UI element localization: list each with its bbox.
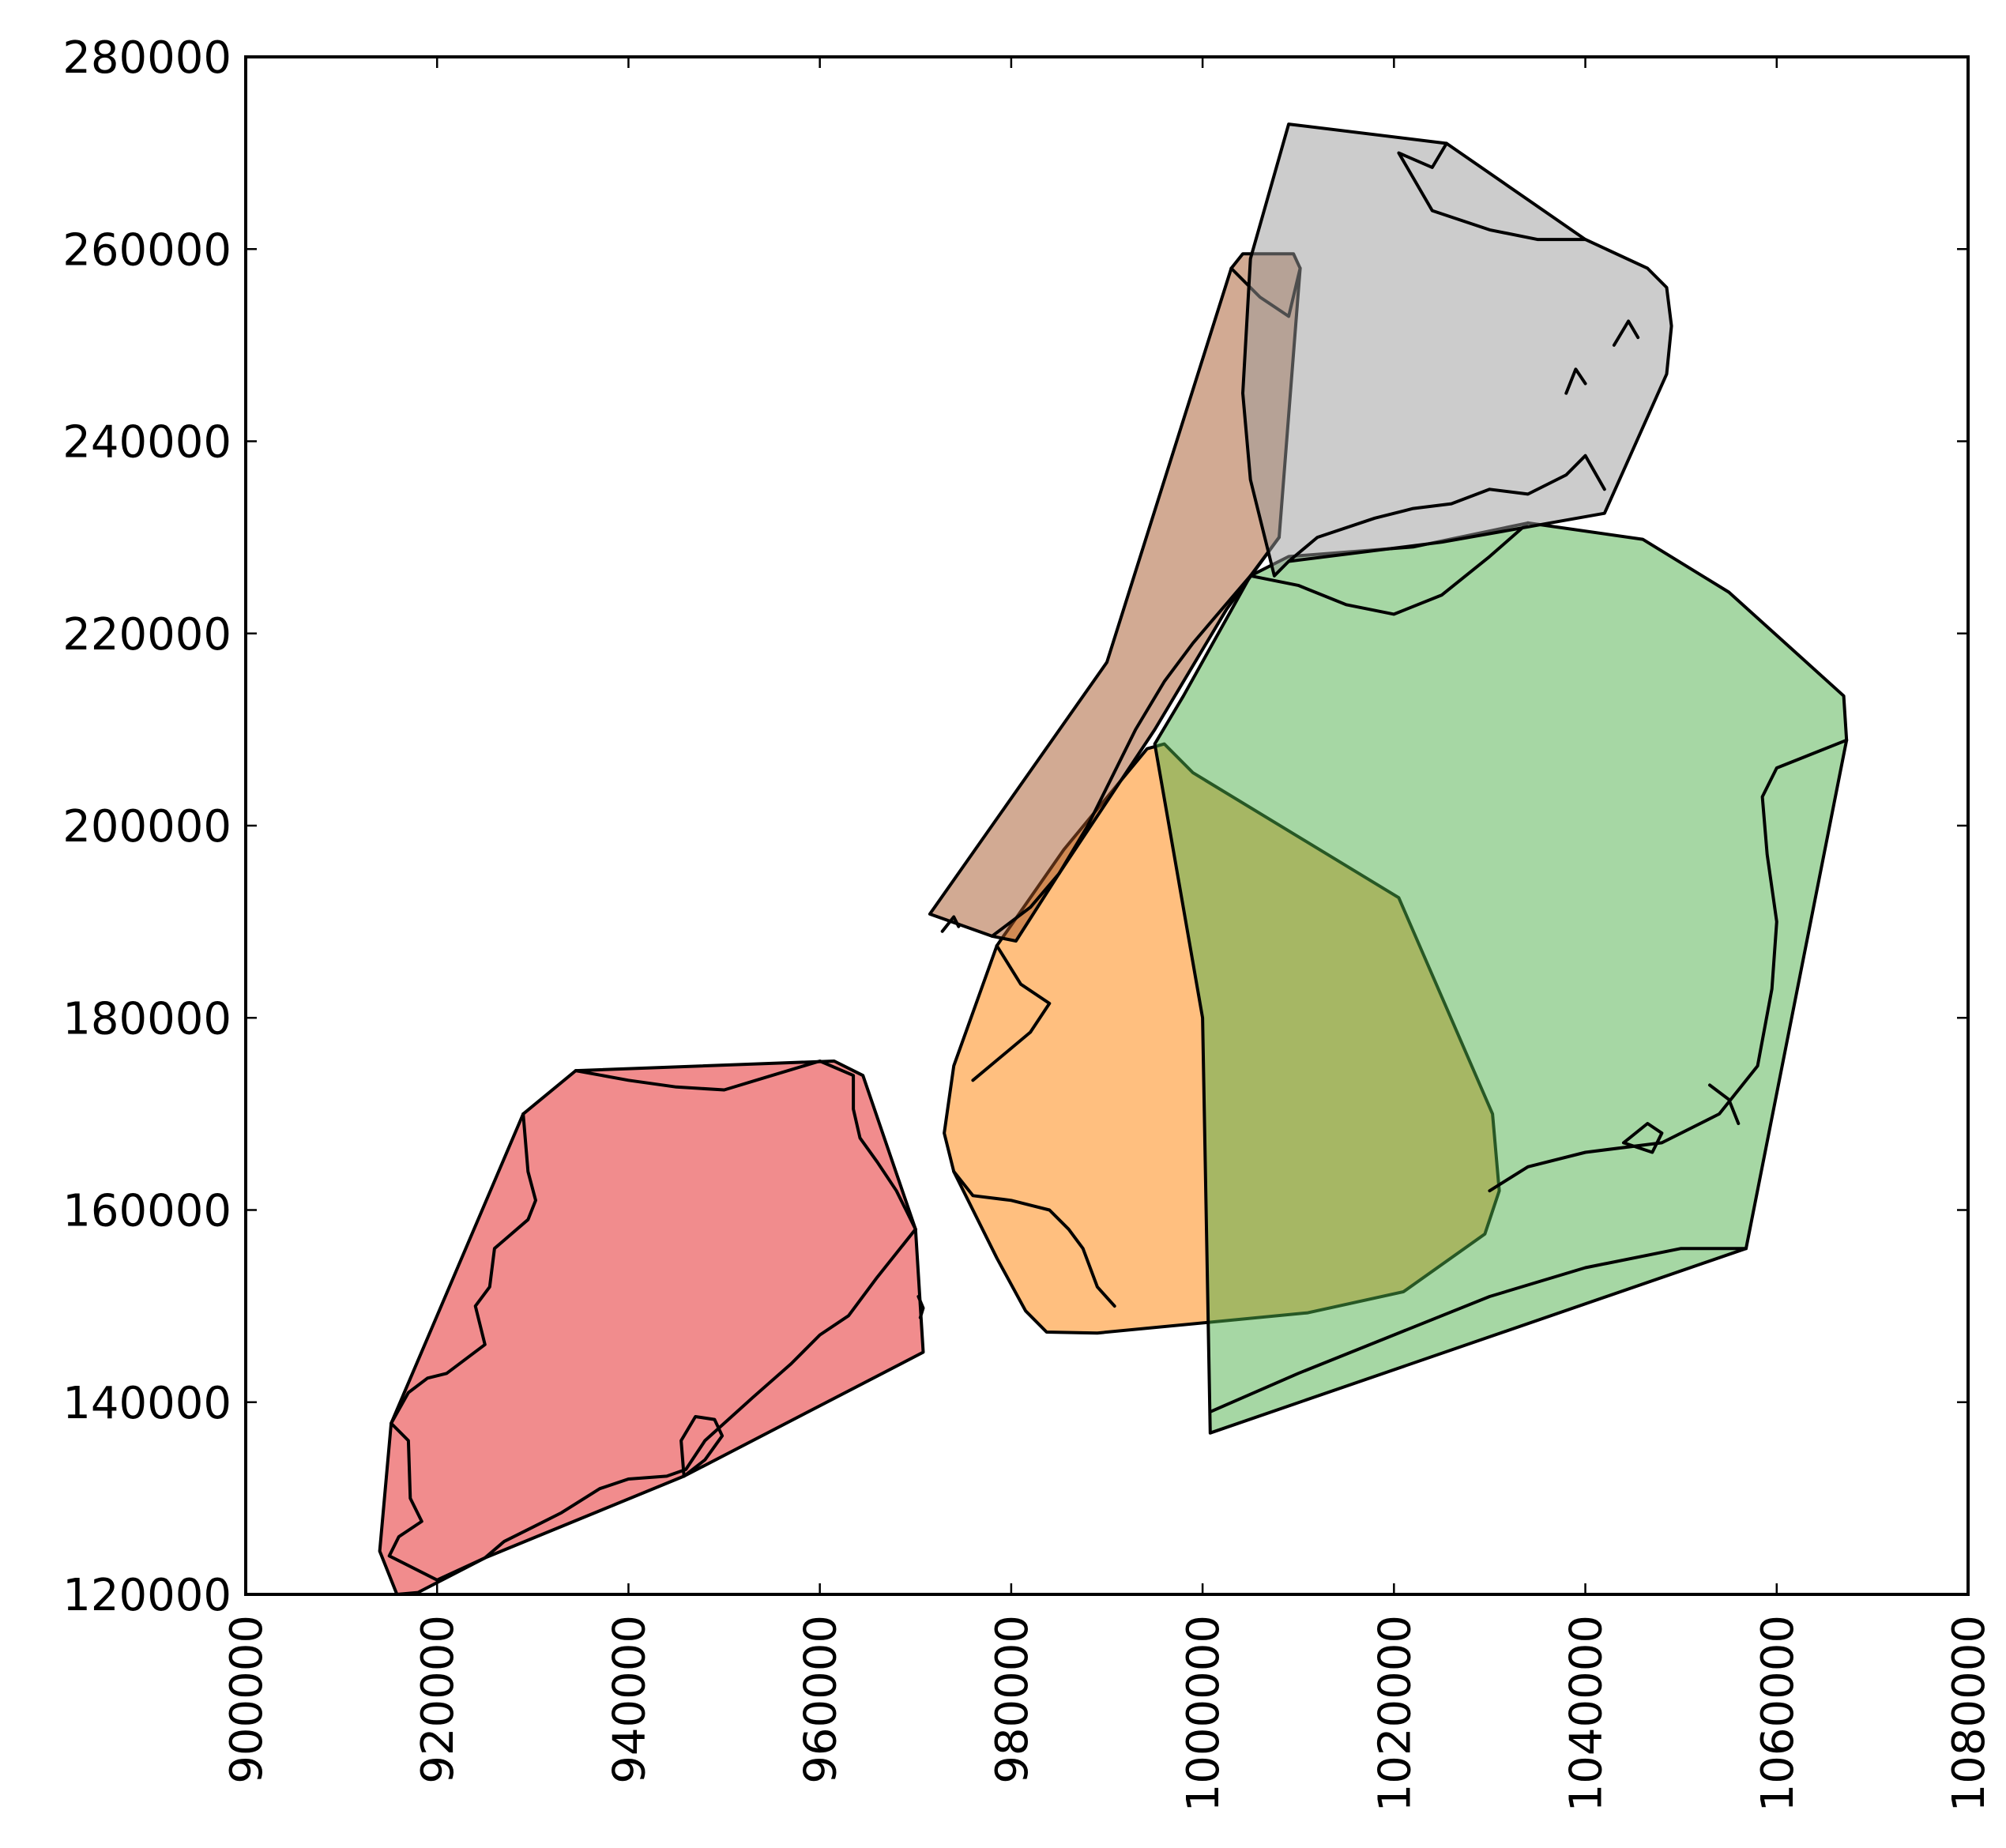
boundary2-line-red	[390, 1112, 537, 1425]
x-tick-label-9: 1080000	[1944, 1615, 1995, 1812]
y-tick-label-1: 140000	[62, 1378, 231, 1429]
x-tick-label-4: 980000	[987, 1615, 1038, 1784]
island-grey-0	[1564, 367, 1587, 395]
y-tick-label-5: 220000	[62, 609, 231, 661]
x-tick-label-6: 1020000	[1369, 1615, 1421, 1812]
island-brown-0	[940, 915, 961, 933]
y-tick-label-7: 260000	[62, 224, 231, 276]
y-tick-label-3: 180000	[62, 993, 231, 1044]
regions-layer	[378, 122, 1849, 1596]
boundary2-line-green	[1248, 521, 1530, 616]
boundary3-line-green	[1488, 738, 1849, 1193]
y-tick-label-0: 120000	[62, 1570, 231, 1621]
y-tick-label-4: 200000	[62, 801, 231, 852]
y-tick-label-8: 280000	[62, 32, 231, 84]
island-red-1	[916, 1295, 925, 1319]
x-tick-label-3: 960000	[796, 1615, 847, 1784]
ticks-layer: 900000 920000 940000 960000 980000 1000000 102…	[62, 32, 1995, 1812]
boundary-line-brown	[990, 536, 1281, 938]
y-tick-label-6: 240000	[62, 417, 231, 469]
x-tick-label-7: 1040000	[1561, 1615, 1613, 1812]
boundary3-line-red	[574, 1059, 917, 1231]
boundary-line-red	[387, 1227, 917, 1582]
boundary2-line-orange	[971, 944, 1052, 1082]
x-tick-label-5: 1000000	[1178, 1615, 1229, 1812]
x-tick-label-2: 940000	[604, 1615, 655, 1784]
y-tick-label-2: 160000	[62, 1186, 231, 1237]
region-red	[378, 1059, 925, 1596]
x-tick-label-0: 900000	[221, 1615, 273, 1784]
island-grey-1	[1612, 319, 1640, 347]
region-green	[1153, 521, 1849, 1435]
island-red-0	[679, 1415, 724, 1478]
island-green-0	[1708, 1083, 1741, 1125]
region-grey	[1241, 122, 1673, 578]
island-green-1	[1622, 1122, 1664, 1154]
boundary-line-orange	[952, 1169, 1116, 1308]
hull-grey	[1241, 122, 1673, 578]
boundary2-line-grey	[1397, 141, 1587, 242]
x-tick-label-1: 920000	[412, 1615, 464, 1784]
x-tick-label-8: 1060000	[1752, 1615, 1804, 1812]
boundary-line-grey	[1287, 454, 1606, 563]
boundary-line-green	[1208, 1247, 1748, 1413]
